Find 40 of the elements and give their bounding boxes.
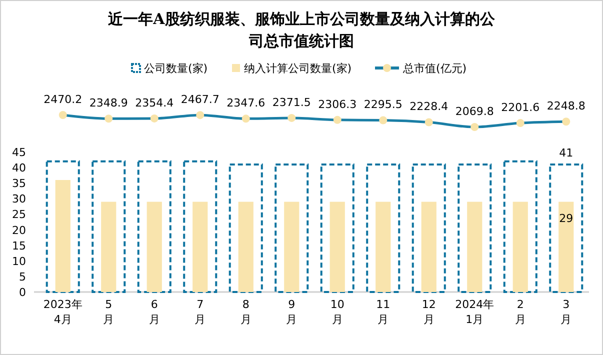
y-tick-label: 45 [12,146,26,159]
y-tick-label: 5 [19,270,26,284]
x-tick-label: 11 月 [376,298,390,326]
y-tick-label: 35 [12,177,26,190]
data-label: 2295.5 [364,98,402,112]
data-label: 29 [559,212,574,225]
data-label: 2248.8 [546,100,586,113]
y-tick-label: 15 [12,239,26,252]
data-label: 2228.4 [410,100,448,114]
y-tick-label: 0 [19,286,26,299]
data-label: 2467.7 [180,93,220,106]
x-tick-label: 3 月 [560,298,572,326]
data-label: 2354.4 [135,96,174,110]
data-label: 2201.6 [501,101,540,114]
x-tick-label: 2 月 [514,298,526,326]
y-tick-label: 25 [12,208,26,222]
data-label: 2306.3 [318,98,357,111]
x-tick-label: 6 月 [148,298,160,326]
data-label: 2069.8 [455,105,494,118]
legend-label: 总市值(亿元) [402,62,467,75]
y-tick-label: 20 [12,224,26,237]
data-label: 41 [559,146,574,160]
legend-label: 纳入计算公司数量(家) [244,62,352,75]
legend-label: 公司数量(家) [144,62,208,75]
x-tick-label: 9 月 [286,298,298,326]
x-tick-label: 10 月 [330,298,344,326]
data-label: 2348.9 [89,96,128,110]
y-tick-label: 40 [12,162,26,175]
y-tick-label: 10 [12,254,26,268]
chart-title: 近一年A股纺织服装、服饰业上市公司数量及纳入计算的公司总市值统计图 [107,10,496,50]
x-tick-label: 5 月 [103,298,114,326]
data-label: 2470.2 [44,93,82,106]
x-tick-label: 7 月 [194,298,206,326]
x-tick-label: 2024年 1月 [455,298,494,326]
data-label: 2371.5 [272,96,311,109]
data-label: 2347.6 [226,96,266,110]
x-tick-label: 8 月 [240,298,252,326]
x-tick-label: 12 月 [422,298,436,326]
y-tick-label: 30 [12,192,26,206]
x-tick-label: 2023年 4月 [43,298,82,326]
